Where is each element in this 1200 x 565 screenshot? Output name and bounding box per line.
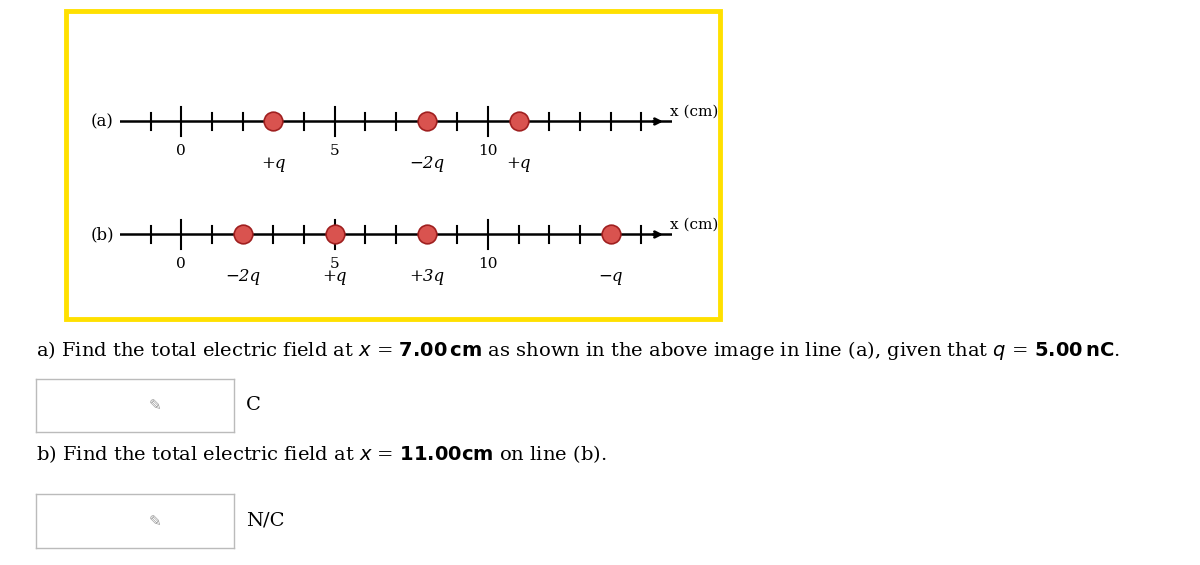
Text: 0: 0 <box>176 144 186 158</box>
Text: x (cm): x (cm) <box>671 105 719 119</box>
Text: 10: 10 <box>479 257 498 271</box>
Point <box>264 117 283 126</box>
Text: +q: +q <box>323 268 347 285</box>
Text: −2q: −2q <box>226 268 260 285</box>
Text: C: C <box>246 396 260 414</box>
Point <box>233 230 252 239</box>
Text: (b): (b) <box>90 226 114 243</box>
Point <box>509 117 528 126</box>
Text: 0: 0 <box>176 257 186 271</box>
Text: +q: +q <box>506 155 530 172</box>
Text: −2q: −2q <box>409 155 444 172</box>
Point <box>418 117 437 126</box>
Text: x (cm): x (cm) <box>671 218 719 232</box>
Text: 5: 5 <box>330 257 340 271</box>
Text: 10: 10 <box>479 144 498 158</box>
Text: −q: −q <box>599 268 623 285</box>
Text: a) Find the total electric field at $x$ = $\mathbf{7.00\,cm}$ as shown in the ab: a) Find the total electric field at $x$ … <box>36 339 1120 362</box>
Text: b) Find the total electric field at $x$ = $\mathbf{11.00cm}$ on line (b).: b) Find the total electric field at $x$ … <box>36 444 606 466</box>
Text: ✎: ✎ <box>149 514 161 529</box>
Text: ✎: ✎ <box>149 398 161 413</box>
Text: +3q: +3q <box>409 268 444 285</box>
Text: N/C: N/C <box>246 512 284 530</box>
Text: (a): (a) <box>91 113 114 130</box>
Text: 5: 5 <box>330 144 340 158</box>
Point <box>418 230 437 239</box>
Point <box>601 230 620 239</box>
Point <box>325 230 344 239</box>
Text: +q: +q <box>262 155 286 172</box>
